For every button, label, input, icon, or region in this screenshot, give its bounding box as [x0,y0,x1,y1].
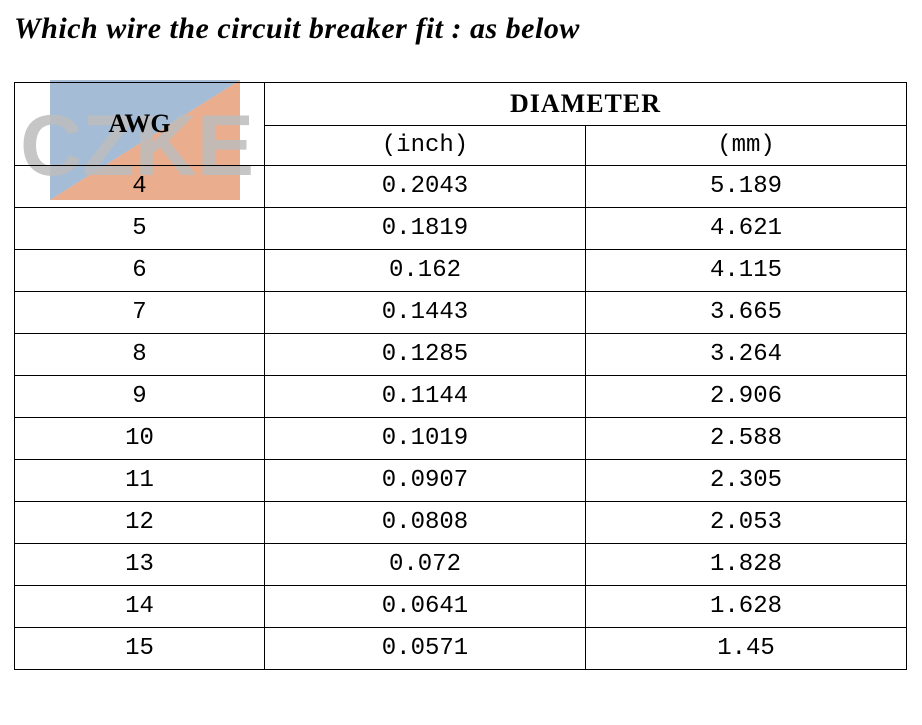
cell-mm: 2.588 [586,418,907,460]
page-title: Which wire the circuit breaker fit : as … [0,0,922,54]
table-row: 110.09072.305 [15,460,907,502]
table-row: 60.1624.115 [15,250,907,292]
cell-inch: 0.1144 [265,376,586,418]
cell-inch: 0.1285 [265,334,586,376]
subheader-inch: (inch) [265,126,586,166]
cell-awg: 11 [15,460,265,502]
cell-inch: 0.0808 [265,502,586,544]
cell-mm: 2.053 [586,502,907,544]
cell-mm: 4.621 [586,208,907,250]
table-row: 70.14433.665 [15,292,907,334]
table-row: 120.08082.053 [15,502,907,544]
cell-mm: 1.45 [586,628,907,670]
cell-inch: 0.162 [265,250,586,292]
header-awg: AWG [15,83,265,166]
cell-awg: 15 [15,628,265,670]
cell-mm: 5.189 [586,166,907,208]
wire-gauge-table-container: AWG DIAMETER (inch) (mm) 40.20435.18950.… [14,82,908,670]
cell-inch: 0.0907 [265,460,586,502]
subheader-mm: (mm) [586,126,907,166]
cell-inch: 0.2043 [265,166,586,208]
cell-mm: 2.305 [586,460,907,502]
cell-mm: 1.628 [586,586,907,628]
cell-mm: 1.828 [586,544,907,586]
cell-mm: 3.665 [586,292,907,334]
cell-awg: 5 [15,208,265,250]
table-row: 130.0721.828 [15,544,907,586]
cell-awg: 12 [15,502,265,544]
cell-inch: 0.0641 [265,586,586,628]
wire-gauge-table: AWG DIAMETER (inch) (mm) 40.20435.18950.… [14,82,907,670]
cell-awg: 7 [15,292,265,334]
cell-mm: 2.906 [586,376,907,418]
cell-awg: 9 [15,376,265,418]
cell-inch: 0.0571 [265,628,586,670]
cell-inch: 0.1819 [265,208,586,250]
cell-awg: 4 [15,166,265,208]
table-row: 90.11442.906 [15,376,907,418]
cell-mm: 3.264 [586,334,907,376]
cell-awg: 14 [15,586,265,628]
cell-awg: 6 [15,250,265,292]
header-diameter: DIAMETER [265,83,907,126]
table-row: 40.20435.189 [15,166,907,208]
table-row: 100.10192.588 [15,418,907,460]
table-row: 150.05711.45 [15,628,907,670]
cell-mm: 4.115 [586,250,907,292]
table-body: 40.20435.18950.18194.62160.1624.11570.14… [15,166,907,670]
cell-inch: 0.1443 [265,292,586,334]
cell-awg: 10 [15,418,265,460]
cell-awg: 13 [15,544,265,586]
table-row: 140.06411.628 [15,586,907,628]
table-row: 80.12853.264 [15,334,907,376]
table-row: 50.18194.621 [15,208,907,250]
cell-inch: 0.072 [265,544,586,586]
cell-awg: 8 [15,334,265,376]
cell-inch: 0.1019 [265,418,586,460]
